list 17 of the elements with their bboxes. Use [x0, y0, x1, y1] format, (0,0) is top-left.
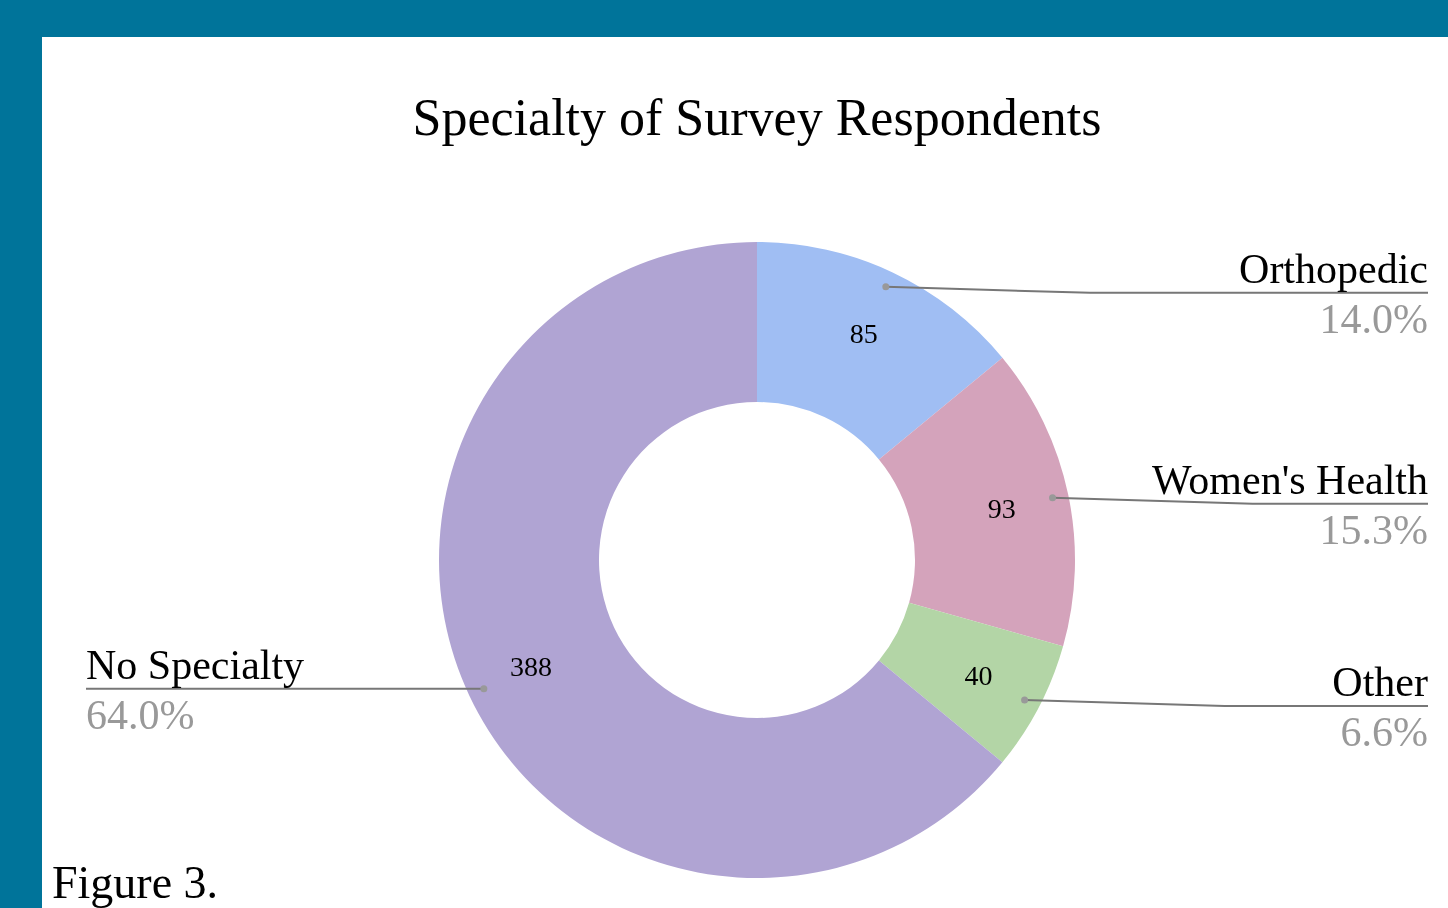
- donut-slice: [878, 357, 1075, 647]
- donut-slice: [878, 602, 1064, 763]
- donut-slice: [757, 242, 1003, 460]
- slice-label: Women's Health: [1152, 456, 1428, 503]
- slice-label: Orthopedic: [1239, 245, 1428, 292]
- data-label: 85: [849, 318, 878, 350]
- text: 6.6%: [1340, 709, 1428, 756]
- caption: Figure 3.: [52, 857, 219, 908]
- text: 14.0%: [1319, 295, 1428, 342]
- data-label: 93: [987, 493, 1016, 525]
- data-label: 388: [509, 651, 552, 683]
- text: 15.3%: [1319, 506, 1428, 553]
- chart-title: Specialty of Survey Respondents: [412, 89, 1102, 146]
- slice-label: Other: [1332, 659, 1428, 706]
- slice-label: No Specialty: [86, 641, 305, 688]
- text: 64.0%: [86, 691, 195, 738]
- data-label: 40: [964, 660, 993, 692]
